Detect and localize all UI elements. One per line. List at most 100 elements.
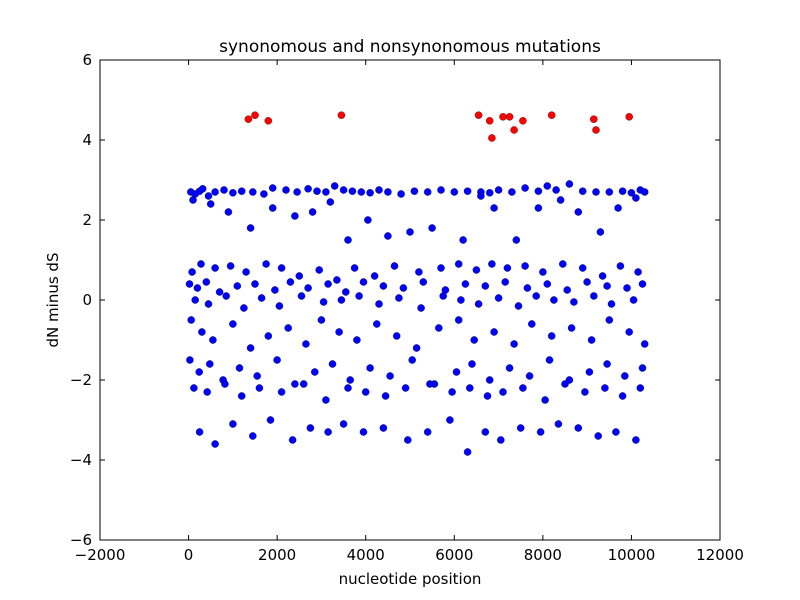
blue-point [386,372,394,380]
blue-point [525,372,534,380]
blue-point [249,188,257,196]
blue-point [373,320,381,328]
blue-point [189,196,197,204]
x-tick-label: 6000 [435,546,473,564]
blue-point [381,392,390,400]
blue-point [556,196,565,204]
blue-point [257,294,266,302]
blue-point [215,288,224,296]
blue-point [505,364,514,372]
blue-point [251,280,259,288]
red-point [499,113,507,121]
blue-point [401,384,410,392]
blue-point [206,360,214,368]
blue-point [634,268,642,276]
red-point [590,115,598,123]
red-point [485,117,494,125]
blue-point [197,260,205,268]
blue-point [539,268,547,276]
blue-point [547,332,556,340]
blue-point [550,296,558,304]
blue-point [275,302,284,310]
blue-point [605,316,614,324]
blue-point [474,300,483,308]
blue-point [578,264,587,272]
blue-point [607,300,616,308]
blue-point [359,428,368,436]
blue-point [359,278,368,286]
blue-point [437,186,445,194]
blue-point [412,344,421,352]
red-point [474,111,483,119]
blue-point [339,420,348,428]
blue-point [408,356,416,364]
blue-point [632,194,640,202]
blue-point [246,224,255,232]
blue-point [255,384,264,392]
blue-point [317,316,326,324]
blue-point [221,380,229,388]
blue-point [439,292,447,300]
blue-point [598,272,607,280]
blue-point [379,282,388,290]
blue-point [375,300,383,308]
blue-point [233,282,242,290]
blue-point [603,360,611,368]
blue-point [240,304,248,312]
blue-point [423,428,432,436]
blue-point [510,340,518,348]
blue-point [454,316,463,324]
blue-point [629,296,638,304]
blue-point [211,188,219,196]
blue-point [640,188,649,196]
blue-point [264,332,273,340]
blue-point [277,388,286,396]
blue-point [384,188,392,196]
blue-point [552,186,560,194]
blue-point [226,262,235,270]
blue-point [536,428,545,436]
blue-point [638,280,647,288]
blue-point [494,294,503,302]
blue-point [404,436,412,444]
blue-point [490,204,498,212]
x-tick-label: 12000 [696,546,744,564]
blue-point [355,292,363,300]
red-point [337,111,346,119]
blue-point [346,376,354,384]
blue-point [508,188,516,196]
blue-point [384,232,392,240]
blue-point [501,278,509,286]
blue-point [541,396,549,404]
blue-point [253,372,261,380]
blue-point [435,324,443,332]
blue-point [299,380,308,388]
blue-point [437,264,445,272]
blue-point [313,187,321,195]
blue-point [204,300,213,308]
blue-point [523,284,532,292]
blue-point [211,264,219,272]
x-tick-label: −2000 [75,546,126,564]
blue-point [295,272,304,280]
x-tick-label: 8000 [524,546,562,564]
blue-point [494,186,503,194]
blue-point [623,284,631,292]
blue-point [532,292,540,300]
blue-point [470,336,478,344]
blue-point [206,200,215,208]
blue-point [297,292,306,300]
blue-point [344,384,352,392]
blue-point [616,262,625,270]
x-axis-label: nucleotide position [339,570,482,588]
blue-point [497,436,505,444]
blue-point [326,198,335,206]
red-point [592,126,600,134]
blue-point [417,304,425,312]
blue-point [640,340,649,348]
blue-point [350,264,359,272]
blue-point [319,298,328,306]
blue-point [601,384,609,392]
blue-point [503,264,512,272]
x-tick-label: 10000 [608,546,656,564]
